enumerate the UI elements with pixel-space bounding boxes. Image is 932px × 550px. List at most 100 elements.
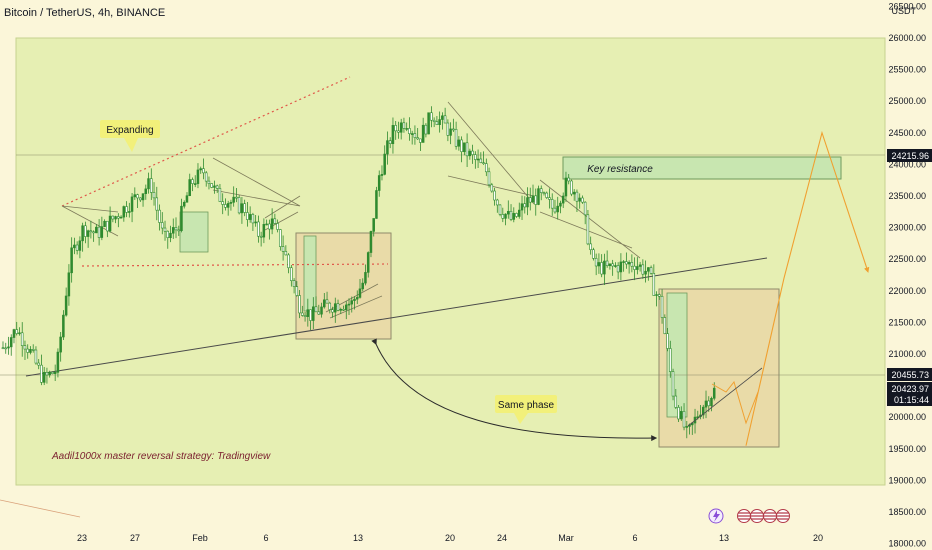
candle-body [402,122,406,129]
x-tick-label: Feb [192,533,208,543]
key-resistance-box [562,156,842,180]
x-tick-label: Mar [558,533,574,543]
candle-body [298,295,301,314]
candle-body [81,225,84,242]
candle-body [493,190,496,201]
candle-body [504,213,507,219]
last-price-tag: 20455.73 [887,368,932,381]
x-tick-label: 6 [632,533,637,543]
candle-body [213,185,216,188]
candle-body [633,265,636,270]
y-tick-label: 24500.00 [888,128,926,138]
candle-body [248,214,252,220]
candle-body [23,345,27,350]
candle-body [537,188,540,205]
candle-body [221,201,224,205]
candle-body [545,192,548,198]
candle-body [147,178,150,190]
us-flag-icon [750,509,764,523]
same-phase-arrow [371,338,658,442]
price-axis[interactable]: 26500.00 26000.00 25500.00 25000.00 24500.00… [888,1,926,548]
candle-body [712,387,716,399]
candle-body [246,212,249,220]
candle-body [353,298,356,301]
candle-body [344,304,348,311]
candle-body [20,332,24,346]
event-icons[interactable] [708,508,790,524]
candle-body [427,112,430,135]
y-tick-label: 22500.00 [888,254,926,264]
candle-body [251,214,255,224]
candle-body [292,280,296,287]
candle-body [625,261,628,265]
candle-body [202,168,205,174]
candle-body [210,183,213,188]
candle-body [704,400,708,408]
candle-body [144,188,148,194]
candle-body [666,333,669,349]
support-trendline[interactable] [25,257,768,377]
candle-body [232,196,235,203]
candle-body [331,309,334,313]
candle-body [586,214,590,245]
candle-body [674,395,678,408]
candle-body [474,154,477,160]
candle-body [42,372,46,383]
candle-body [284,251,288,256]
strategy-note: Aadil1000x master reversal strategy: Tra… [51,451,271,462]
y-tick-label: 21500.00 [888,317,926,327]
candle-body [660,296,664,318]
candle-body [339,309,342,311]
y-tick-label: 21000.00 [888,349,926,359]
candle-body [707,400,710,407]
candle-body [218,188,222,202]
projection-path[interactable] [745,130,870,446]
candle-body [479,158,483,163]
candle-body [268,223,271,230]
candle-body [658,294,661,297]
candle-body [224,204,227,208]
countdown-label: 01:15:44 [894,395,929,405]
candle-body [386,140,389,155]
x-tick-label: 13 [353,533,363,543]
consolidation-box-2 [303,235,317,312]
candle-body [265,223,268,226]
candle-body [169,232,172,238]
candle-body [679,411,683,420]
candle-body [78,240,82,251]
candle-body [171,227,175,234]
candle-body [26,348,29,353]
candle-body [498,204,502,215]
candle-body [48,371,51,376]
candle-body [383,153,386,175]
candle-body [663,317,667,334]
candle-body [655,294,658,296]
candle-body [435,121,439,125]
candle-body [432,119,436,122]
candle-body [240,203,244,214]
candle-body [215,185,219,189]
candle-body [572,191,576,195]
candle-body [388,140,392,145]
candle-body [476,158,480,161]
candle-body [446,122,450,136]
candle-body [4,347,7,350]
candle-body [616,265,620,273]
y-tick-label: 23500.00 [888,191,926,201]
candle-body [487,171,491,186]
time-axis[interactable]: 23 27 Feb 6 13 20 24 Mar 6 13 20 [77,533,823,543]
candle-body [366,252,370,273]
candle-body [583,201,587,216]
key-resistance-label: Key resistance [587,164,653,175]
y-tick-label: 25000.00 [888,96,926,106]
resistance-price-tag: 24215.96 [887,149,932,162]
candle-body [597,262,601,267]
candle-body [196,169,200,184]
candle-body [301,312,304,316]
same-phase-callout: Same phase [495,395,557,424]
expanding-lower-line[interactable] [81,263,389,267]
candle-body [103,220,106,227]
candle-body [128,211,131,213]
candle-body [182,201,186,207]
